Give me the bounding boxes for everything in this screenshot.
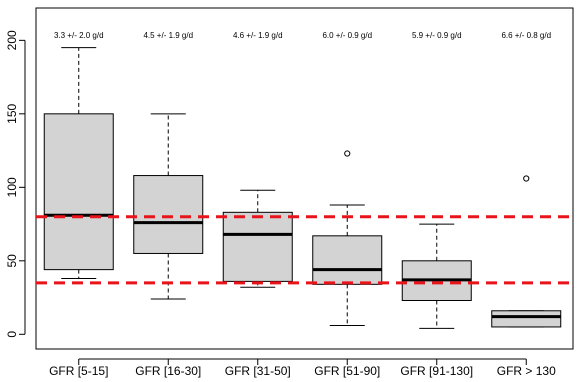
annotation-label: 4.6 +/- 1.9 g/d: [233, 31, 283, 40]
x-tick-label: GFR [31-50]: [225, 364, 291, 378]
annotation-label: 6.0 +/- 0.9 g/d: [322, 31, 372, 40]
box-2: [133, 113, 204, 300]
x-tick-label: GFR [91-130]: [400, 364, 473, 378]
annotation-label: 6.6 +/- 0.8 g/d: [501, 31, 551, 40]
x-tick-label: GFR [51-90]: [314, 364, 380, 378]
y-axis: 0 50 100 150 200: [5, 30, 26, 338]
annotation-label: 3.3 +/- 2.0 g/d: [54, 31, 104, 40]
iqr-box: [43, 113, 114, 271]
box-6: [491, 175, 562, 328]
iqr-box: [312, 235, 383, 285]
plot-frame: [35, 7, 574, 350]
outlier-point: [344, 150, 351, 157]
outlier-point: [523, 175, 530, 182]
box-5: [401, 223, 472, 329]
annotation-label: 5.9 +/- 0.9 g/d: [412, 31, 462, 40]
iqr-box: [491, 310, 562, 328]
x-tick-label: GFR [5-15]: [49, 364, 108, 378]
y-tick-label: 0: [5, 331, 19, 338]
x-tick-label: GFR > 130: [497, 364, 556, 378]
iqr-box: [222, 211, 293, 282]
y-tick-label: 50: [5, 254, 19, 268]
box-4: [312, 150, 383, 326]
y-tick-label: 100: [5, 177, 19, 197]
x-axis: GFR [5-15] GFR [16-30] GFR [31-50] GFR [51-…: [49, 358, 556, 378]
reference-lines: [36, 215, 573, 285]
box-3: [222, 189, 293, 288]
x-tick-label: GFR [16-30]: [135, 364, 201, 378]
annotations-group: 3.3 +/- 2.0 g/d 4.5 +/- 1.9 g/d 4.6 +/- 1.…: [54, 31, 551, 40]
annotation-label: 4.5 +/- 1.9 g/d: [143, 31, 193, 40]
y-tick-label: 150: [5, 103, 19, 123]
boxes-group: [43, 47, 562, 329]
iqr-box: [133, 175, 204, 254]
box-1: [43, 47, 114, 279]
y-tick-label: 200: [5, 30, 19, 50]
